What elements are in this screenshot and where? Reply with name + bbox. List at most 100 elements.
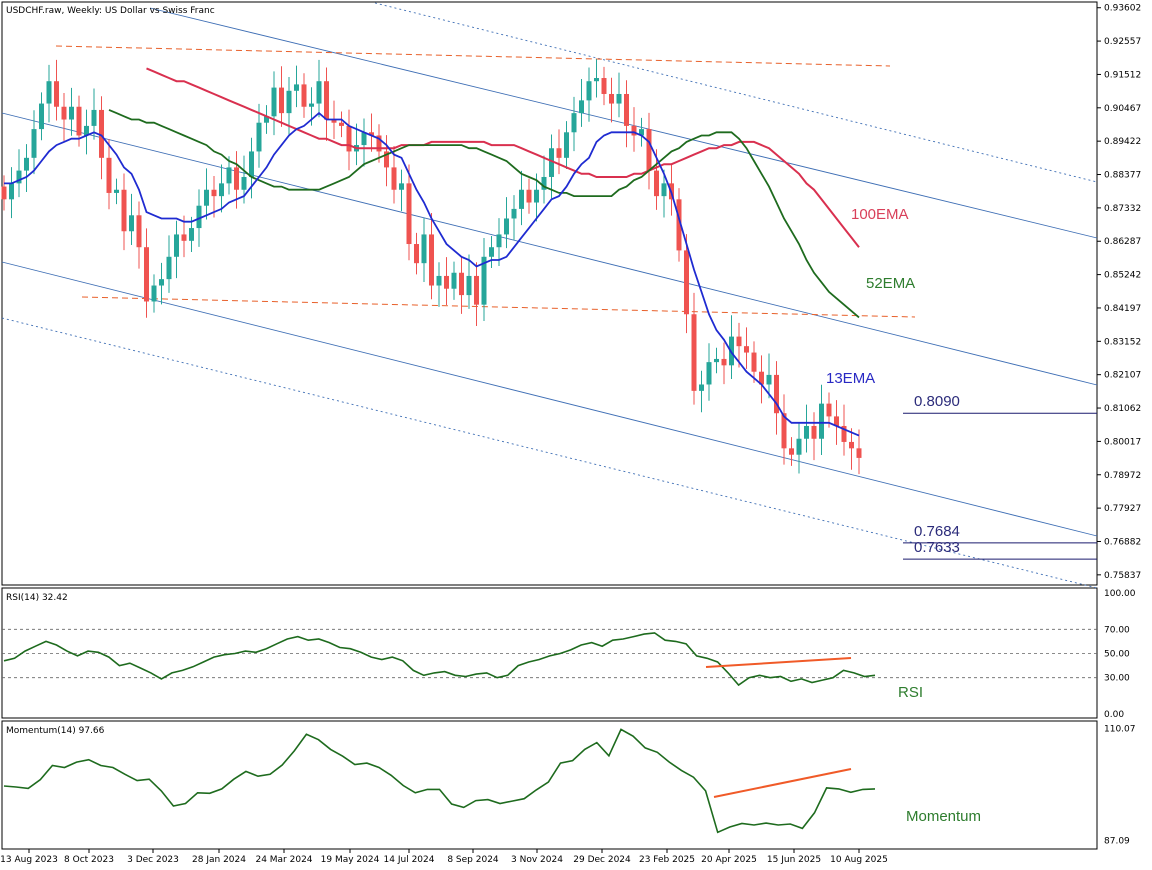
candle-body — [114, 189, 119, 193]
candle-body — [151, 285, 157, 302]
candle-body — [159, 279, 164, 286]
candle-body — [631, 125, 637, 136]
candle-body — [616, 93, 622, 104]
candle-body — [399, 183, 404, 190]
candle-body — [219, 183, 224, 197]
momentum-line — [3, 728, 876, 834]
candle-body — [24, 157, 29, 171]
candle-body — [571, 113, 577, 133]
price-tick-label: 0.76882 — [1104, 537, 1141, 547]
candle-body — [361, 132, 367, 146]
candle-body — [429, 234, 434, 286]
candle-body — [549, 148, 554, 177]
candle-body — [774, 374, 779, 414]
candle-body — [189, 228, 194, 241]
candle-body — [166, 256, 172, 280]
candle-body — [99, 109, 104, 158]
axes: 0.93602 0.92557 0.91512 0.90467 0.89422 0.883… — [0, 4, 1141, 865]
ema100-label: 100EMA — [851, 206, 909, 223]
candle-body — [564, 132, 569, 158]
candle-body — [436, 275, 442, 286]
candle-body — [714, 358, 719, 363]
candle-body — [624, 93, 629, 126]
candle-body — [84, 125, 89, 136]
candle-body — [789, 448, 794, 455]
momentum-tick-label: 87.09 — [1104, 837, 1130, 847]
momentum-label: Momentum — [906, 808, 981, 825]
candle-body — [654, 170, 659, 197]
momentum-title: Momentum(14) 97.66 — [6, 726, 105, 736]
candle-body — [286, 90, 292, 114]
candle-body — [759, 371, 764, 385]
candle-body — [459, 272, 464, 296]
candle-body — [249, 151, 254, 177]
candle-body — [736, 336, 742, 347]
candle-body — [474, 275, 479, 305]
rsi-tick-label: 50.00 — [1104, 650, 1130, 660]
candle-body — [661, 183, 667, 197]
candle-body — [684, 250, 689, 315]
candle-body — [609, 93, 614, 104]
rsi-tick-label: 100.00 — [1104, 589, 1136, 599]
candle-body — [699, 384, 704, 391]
candle-body — [451, 272, 457, 289]
main-panel-frame — [1, 1, 1098, 586]
x-tick-label: 28 Jan 2024 — [192, 855, 246, 865]
candle-body — [346, 125, 352, 152]
ema100-line — [146, 67, 860, 248]
candle-body — [204, 189, 209, 206]
resistance-line — [55, 45, 891, 67]
candle-body — [849, 441, 854, 449]
candle-body — [46, 81, 52, 104]
candle-body — [646, 129, 652, 171]
x-tick-label: 10 Aug 2025 — [830, 855, 888, 865]
rsi-title: RSI(14) 32.42 — [6, 593, 68, 603]
candle-body — [324, 81, 329, 120]
x-tick-label: 14 Jul 2024 — [384, 855, 435, 865]
level-label: 0.7633 — [914, 539, 960, 556]
momentum-panel-frame — [1, 720, 1098, 850]
candle-body — [181, 234, 187, 241]
candle-body — [819, 403, 824, 439]
rsi-panel — [2, 628, 1097, 687]
rsi-panel-frame — [1, 587, 1098, 719]
candle-body — [121, 189, 127, 232]
ema52-label: 52EMA — [866, 275, 915, 292]
candle-body — [804, 425, 809, 439]
candle-body — [76, 106, 82, 136]
momentum-divergence-line — [713, 768, 852, 798]
candle-body — [639, 129, 644, 136]
candle-body — [39, 103, 44, 130]
candle-body — [331, 119, 337, 123]
ema13-label: 13EMA — [826, 370, 875, 387]
candle-body — [496, 234, 502, 248]
x-tick-label: 19 May 2024 — [321, 855, 380, 865]
candle-body — [579, 100, 584, 114]
candle-body — [811, 425, 817, 439]
candle-body — [534, 189, 539, 203]
candle-body — [196, 205, 202, 229]
price-tick-label: 0.83152 — [1104, 337, 1141, 347]
candle-body — [241, 176, 247, 190]
candle-body — [31, 129, 37, 158]
x-tick-label: 29 Dec 2024 — [573, 855, 631, 865]
candle-body — [339, 122, 344, 126]
candle-body — [301, 84, 307, 107]
candle-body — [481, 256, 487, 305]
candle-body — [504, 218, 509, 235]
price-tick-label: 0.82107 — [1104, 371, 1141, 381]
x-tick-label: 20 Apr 2025 — [701, 855, 757, 865]
candle-body — [766, 374, 772, 385]
candle-body — [1, 186, 7, 200]
momentum-panel — [3, 728, 876, 834]
candle-body — [91, 109, 97, 126]
candle-body — [721, 358, 727, 366]
candle-body — [106, 157, 112, 193]
price-tick-label: 0.92557 — [1104, 37, 1141, 47]
candle-body — [706, 362, 712, 385]
x-tick-label: 13 Aug 2023 — [0, 855, 58, 865]
candle-body — [264, 116, 269, 123]
channel-outer-upper-line — [374, 2, 1098, 183]
rsi-line — [3, 632, 876, 687]
candle-body — [556, 148, 562, 158]
